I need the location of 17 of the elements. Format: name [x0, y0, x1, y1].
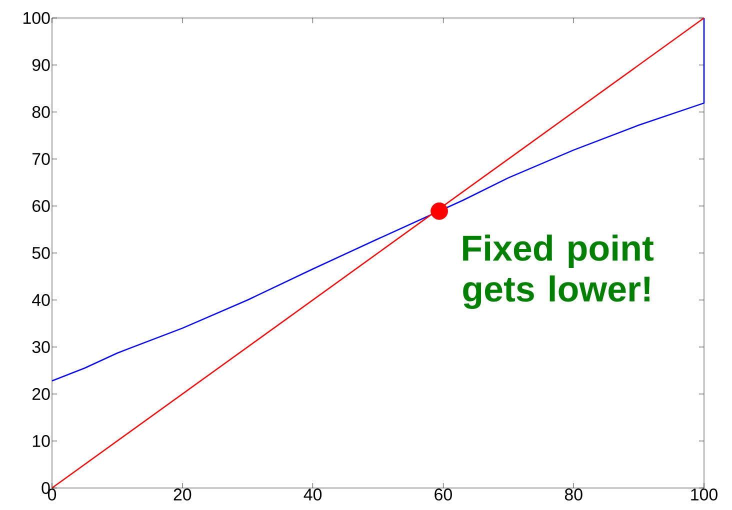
y-tick-label: 100	[24, 12, 50, 24]
x-tick-label: 60	[434, 488, 452, 501]
annotation: Fixed point gets lower!	[463, 234, 654, 310]
y-tick-label: 20	[32, 388, 50, 400]
x-tick-label: 20	[174, 488, 192, 501]
x-tick-label: 80	[564, 488, 582, 501]
y-tick-label: 80	[32, 106, 50, 118]
y-tick-label: 40	[32, 294, 50, 306]
x-tick-label: 40	[304, 488, 322, 501]
y-tick-label: 70	[32, 153, 50, 165]
y-tick-label: 30	[32, 341, 50, 353]
line-series	[51, 17, 705, 382]
y-tick-label: 50	[32, 247, 50, 259]
x-tick-label: 100	[691, 488, 718, 501]
y-tick-label: 60	[32, 200, 50, 212]
y-tick-label: 10	[32, 435, 50, 447]
y-tick-label: 90	[32, 58, 50, 71]
